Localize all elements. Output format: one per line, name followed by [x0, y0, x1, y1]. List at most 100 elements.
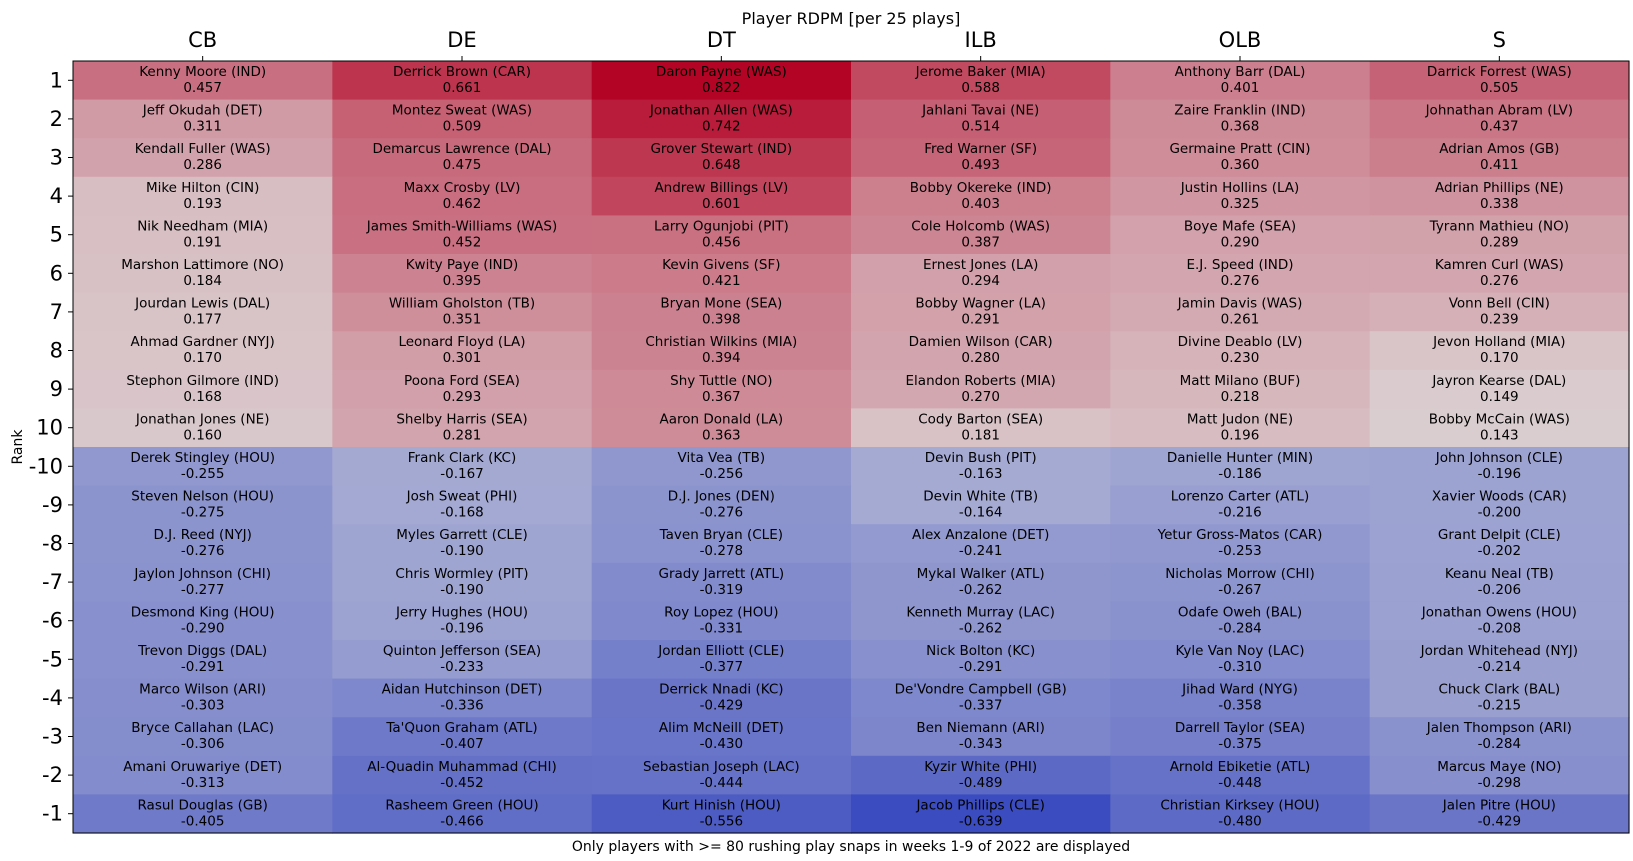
cell-fill: [1110, 292, 1371, 332]
cell-fill: [73, 61, 333, 101]
cell-player-name: Darrick Forrest (WAS): [1427, 64, 1572, 80]
column-label-s: S: [1493, 28, 1506, 52]
chart-title: Player RDPM [per 25 plays]: [742, 9, 961, 28]
cell-player-name: Jevon Holland (MIA): [1432, 334, 1565, 350]
heatmap-cell: Leonard Floyd (LA)0.301: [332, 331, 593, 371]
cell-value: -0.233: [440, 659, 484, 675]
heatmap-cell: Ernest Jones (LA)0.294: [851, 254, 1111, 294]
cell-player-name: Odafe Oweh (BAL): [1178, 604, 1302, 620]
cell-player-name: Ernest Jones (LA): [923, 257, 1038, 273]
row-label: 6: [50, 261, 63, 285]
row-label: 1: [50, 68, 63, 92]
heatmap-cell: Boye Mafe (SEA)0.290: [1110, 215, 1371, 255]
cell-fill: [73, 292, 333, 332]
heatmap-cell: Derek Stingley (HOU)-0.255: [73, 447, 333, 487]
heatmap-cell: Keanu Neal (TB)-0.206: [1369, 562, 1630, 602]
cell-player-name: Darrell Taylor (SEA): [1175, 720, 1305, 736]
heatmap-cell: Larry Ogunjobi (PIT)0.456: [591, 215, 852, 255]
heatmap-cell: Nicholas Morrow (CHI)-0.267: [1110, 562, 1371, 602]
cell-player-name: Jamin Davis (WAS): [1177, 296, 1303, 312]
cell-fill: [332, 485, 593, 525]
cell-fill: [332, 755, 593, 795]
heatmap-cell: Kwity Paye (IND)0.395: [332, 254, 593, 294]
cell-fill: [1369, 369, 1630, 409]
cell-fill: [73, 524, 333, 564]
cell-value: 0.493: [961, 157, 1000, 173]
cell-value: -0.639: [959, 813, 1003, 829]
heatmap-cell: Jamin Davis (WAS)0.261: [1110, 292, 1371, 332]
cell-value: 0.368: [1221, 119, 1260, 135]
cell-fill: [332, 601, 593, 641]
heatmap-cell: Jalen Thompson (ARI)-0.284: [1369, 717, 1630, 757]
cell-value: -0.196: [1478, 466, 1522, 482]
cell-player-name: Germaine Pratt (CIN): [1169, 141, 1310, 157]
cell-value: -0.556: [700, 813, 744, 829]
heatmap-cell: Steven Nelson (HOU)-0.275: [73, 485, 333, 525]
row-label: -7: [42, 570, 63, 594]
heatmap-cell: Mykal Walker (ATL)-0.262: [851, 562, 1111, 602]
cell-player-name: Ta'Quon Graham (ATL): [385, 720, 537, 736]
heatmap-cell: Jayron Kearse (DAL)0.149: [1369, 369, 1630, 409]
row-label: -1: [42, 802, 63, 826]
cell-fill: [332, 717, 593, 757]
cell-player-name: Chris Wormley (PIT): [395, 566, 528, 582]
cell-fill: [591, 176, 852, 216]
cell-player-name: Vita Vea (TB): [678, 450, 766, 466]
row-labels: 1 2 3 4 5 6 7 8 9 10 -10 -9 -8 -7 -6 -5 -4 -3 -2 -1: [29, 68, 73, 826]
cell-fill: [851, 678, 1111, 718]
cell-fill: [1110, 678, 1371, 718]
cell-value: -0.163: [959, 466, 1003, 482]
cell-player-name: Aidan Hutchinson (DET): [382, 682, 543, 698]
cell-value: -0.206: [1478, 582, 1522, 598]
cell-player-name: Grant Delpit (CLE): [1438, 527, 1561, 543]
cell-fill: [1369, 176, 1630, 216]
cell-fill: [1110, 254, 1371, 294]
cell-value: -0.310: [1218, 659, 1262, 675]
heatmap-cell: Bobby McCain (WAS)0.143: [1369, 408, 1630, 448]
cell-fill: [591, 99, 852, 139]
heatmap-cell: Danielle Hunter (MIN)-0.186: [1110, 447, 1371, 487]
row-label: -2: [42, 763, 63, 787]
cell-fill: [1110, 369, 1371, 409]
cell-fill: [1369, 755, 1630, 795]
cell-value: 0.648: [702, 157, 741, 173]
cell-value: -0.429: [1478, 813, 1522, 829]
heatmap-cell: Ben Niemann (ARI)-0.343: [851, 717, 1111, 757]
cell-value: -0.377: [700, 659, 744, 675]
heatmap-cell: Al-Quadin Muhammad (CHI)-0.452: [332, 755, 593, 795]
cell-value: 0.184: [183, 273, 222, 289]
heatmap-cell: Nik Needham (MIA)0.191: [73, 215, 333, 255]
heatmap-cell: Jonathan Owens (HOU)-0.208: [1369, 601, 1630, 641]
heatmap-cell: Kyle Van Noy (LAC)-0.310: [1110, 640, 1371, 680]
cell-player-name: Matt Judon (NE): [1187, 411, 1293, 427]
cell-player-name: Stephon Gilmore (IND): [126, 373, 279, 389]
cell-value: -0.284: [1478, 736, 1522, 752]
cell-value: -0.278: [700, 543, 744, 559]
heatmap-cell: Chris Wormley (PIT)-0.190: [332, 562, 593, 602]
cell-player-name: Rasheem Green (HOU): [385, 797, 538, 813]
cell-value: -0.190: [440, 543, 484, 559]
cell-fill: [1369, 485, 1630, 525]
heatmap-cell: Christian Wilkins (MIA)0.394: [591, 331, 852, 371]
cell-player-name: Xavier Woods (CAR): [1432, 489, 1567, 505]
cell-player-name: Bobby Okereke (IND): [910, 180, 1052, 196]
cell-value: -0.255: [181, 466, 225, 482]
cell-player-name: Jacob Phillips (CLE): [915, 797, 1044, 813]
cell-value: 0.509: [443, 119, 482, 135]
cell-value: -0.216: [1218, 505, 1262, 521]
cell-value: 0.149: [1480, 389, 1519, 405]
heatmap-cell: Sebastian Joseph (LAC)-0.444: [591, 755, 852, 795]
cell-fill: [1369, 447, 1630, 487]
cell-value: -0.444: [700, 775, 744, 791]
cell-value: 0.239: [1480, 312, 1519, 328]
heatmap-cell: Jihad Ward (NYG)-0.358: [1110, 678, 1371, 718]
cell-player-name: Lorenzo Carter (ATL): [1171, 489, 1309, 505]
heatmap-cell: Jonathan Allen (WAS)0.742: [591, 99, 852, 139]
cell-fill: [591, 794, 852, 834]
cell-value: 0.293: [443, 389, 482, 405]
heatmap-cell: Johnathan Abram (LV)0.437: [1369, 99, 1630, 139]
heatmap-cell: Jonathan Jones (NE)0.160: [73, 408, 333, 448]
heatmap-cell: Germaine Pratt (CIN)0.360: [1110, 138, 1371, 178]
cell-player-name: Ben Niemann (ARI): [916, 720, 1045, 736]
cell-player-name: Bobby Wagner (LA): [915, 296, 1046, 312]
